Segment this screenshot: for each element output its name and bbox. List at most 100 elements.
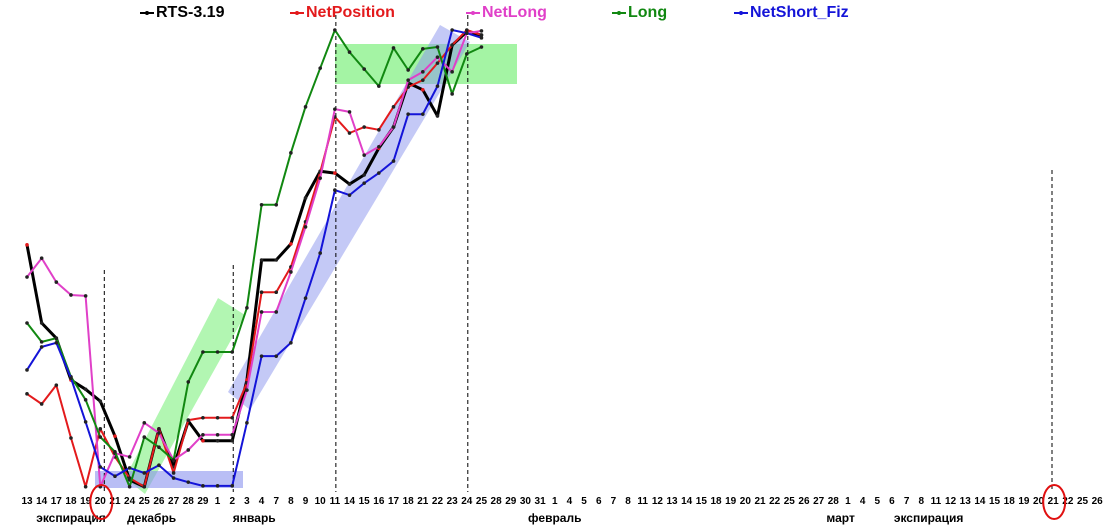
month-label: экспирация [894,511,964,525]
data-point [245,421,249,425]
x-tick-label: 23 [447,496,459,507]
red-circle-annotation [89,484,114,520]
x-tick-label: 14 [36,496,48,507]
data-point [333,107,337,111]
data-point [25,243,29,247]
data-point [201,484,205,488]
x-tick-label: 13 [666,496,678,507]
x-tick-label: 14 [974,496,986,507]
data-point [201,438,205,443]
series-long [25,28,484,489]
data-point [435,84,440,88]
x-tick-label: 22 [769,496,781,507]
data-point [421,78,425,82]
data-point [450,70,454,74]
x-tick-label: 28 [828,496,840,507]
x-tick-label: 7 [611,496,617,507]
circle-annotations [89,484,1067,520]
x-axis-ticks: 13 14 17 18 19 20 21 24 25 26 27 28 29 1 2 3 4 7 8 9 10 11 14 1… [21,496,1103,507]
data-point [435,45,440,49]
data-point [25,275,29,279]
data-point [274,354,279,358]
data-point [230,415,235,420]
data-point [406,78,410,82]
x-tick-label: 30 [520,496,532,507]
x-tick-label: 17 [51,496,63,507]
x-tick-label: 5 [874,496,880,507]
legend-label: Long [628,4,668,21]
legend-swatch [734,11,748,15]
x-tick-label: 24 [461,496,473,507]
data-point [347,193,352,197]
x-tick-label: 19 [725,496,737,507]
data-point [347,182,352,186]
x-tick-label: 8 [288,496,294,507]
x-tick-label: 16 [373,496,385,507]
data-point [39,340,44,344]
series-line [26,29,482,488]
x-tick-label: 1 [215,496,221,507]
data-point [289,341,293,345]
data-point [406,68,410,72]
data-point [435,55,440,59]
data-point [289,151,293,155]
dashed-markers [103,15,1053,492]
x-tick-label: 14 [344,496,356,507]
legend-item-netposition: NetPosition [290,4,395,22]
data-point [450,43,454,47]
x-tick-label: 5 [581,496,587,507]
x-tick-label: 4 [567,496,573,507]
data-point [215,415,220,420]
data-point [391,125,396,129]
data-point [333,171,337,175]
x-tick-label: 18 [710,496,722,507]
data-point [421,88,425,92]
data-point [421,70,425,74]
x-tick-label: 21 [1048,496,1060,507]
legend: RTS-3.19 NetPosition NetLong Long NetSho… [0,4,1104,26]
data-point [479,36,484,40]
data-point [259,354,264,358]
x-tick-label: 11 [931,496,942,507]
data-point [333,28,337,32]
legend-label: RTS-3.19 [156,4,225,21]
x-tick-label: 13 [21,496,33,507]
x-tick-label: 6 [889,496,895,507]
month-label: январь [233,511,276,525]
data-point [362,181,366,185]
data-point [289,242,293,246]
x-tick-label: 12 [652,496,664,507]
data-point [230,433,235,437]
blue-diagonal-band [228,25,470,410]
data-point [98,427,103,431]
data-point [421,47,425,51]
data-point [157,431,161,435]
data-point [39,345,44,349]
x-tick-label: 7 [273,496,279,507]
data-point [274,290,279,295]
legend-swatch [290,11,304,15]
x-tick-label: 4 [259,496,265,507]
data-point [230,350,235,354]
x-tick-label: 20 [740,496,752,507]
data-point [333,188,337,192]
data-point [274,310,279,314]
legend-swatch [612,11,626,15]
data-point [465,28,469,32]
data-point [83,484,88,489]
data-point [435,114,440,118]
data-point [377,84,381,88]
data-point [347,131,352,135]
series-lines [25,28,484,489]
data-point [171,458,176,462]
data-point [215,484,220,488]
highlight-bands [95,25,517,494]
month-label: март [826,511,855,525]
data-point [186,380,191,384]
data-point [201,433,205,437]
data-point [127,466,132,470]
data-point [98,399,103,404]
x-tick-label: 17 [388,496,400,507]
data-point [54,341,59,345]
legend-swatch [140,11,154,15]
